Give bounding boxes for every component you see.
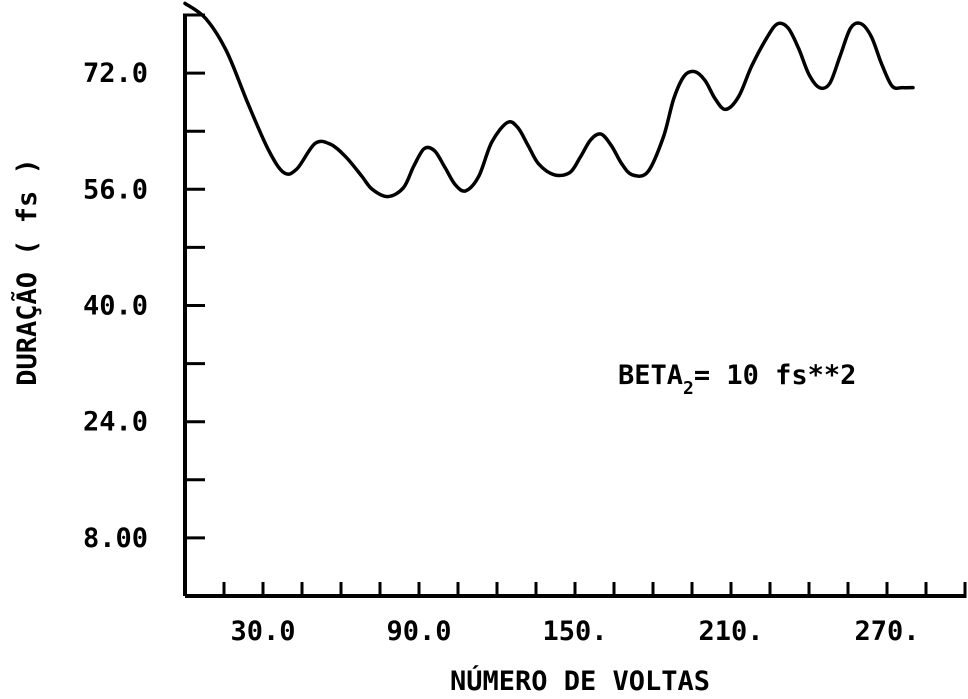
x-axis-title: NÚMERO DE VOLTAS: [450, 665, 710, 697]
y-tick-label: 56.0: [83, 174, 148, 205]
series-group: [183, 1, 915, 199]
x-tick-label: 210.: [698, 616, 763, 647]
x-tick-labels: 30.0 90.0 150. 210. 270.: [230, 616, 919, 647]
y-ticks: [183, 13, 205, 540]
y-tick-label: 40.0: [83, 291, 148, 322]
y-tick-label: 72.0: [83, 58, 148, 89]
y-axis-title: DURAÇÃO ( fs ): [11, 158, 43, 386]
y-tick-label: 8.00: [83, 523, 148, 554]
chart-axes: [183, 15, 965, 598]
y-tick-label: 24.0: [83, 407, 148, 438]
x-tick-label: 270.: [854, 616, 919, 647]
x-tick-label: 150.: [542, 616, 607, 647]
beta-annotation: BETA2= 10 fs**2: [618, 360, 856, 399]
x-ticks: [222, 582, 967, 598]
series-line-duracao: [183, 1, 915, 199]
annotation-rest: = 10 fs**2: [694, 360, 857, 391]
x-tick-label: 90.0: [386, 616, 451, 647]
annotation-subscript: 2: [683, 378, 694, 399]
x-tick-label: 30.0: [230, 616, 295, 647]
annotation-main: BETA: [618, 360, 683, 391]
y-tick-labels: 8.00 24.0 40.0 56.0 72.0: [83, 58, 148, 554]
